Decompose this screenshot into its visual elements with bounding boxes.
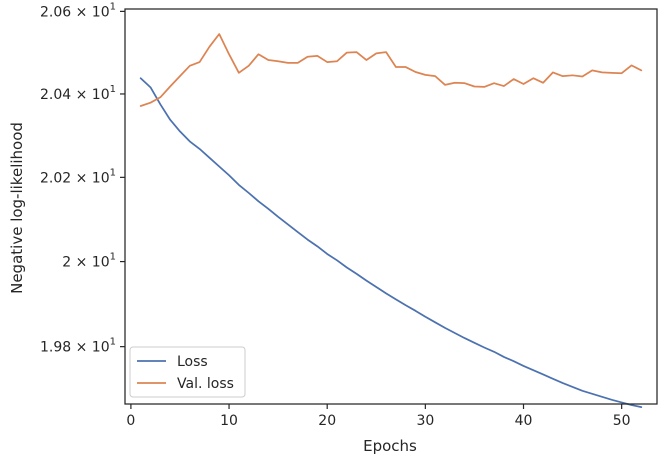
legend-label-0: Loss [177,354,208,370]
plot-area [125,9,657,404]
y-axis-label: Negative log-likelihood [8,122,26,294]
y-tick-label: 2.02 × 101 [40,167,116,186]
legend-box [129,346,246,398]
axes-frame [124,8,658,405]
x-axis-label: Epochs [363,437,417,455]
x-tick-label: 40 [515,413,533,429]
y-tick-label: 1.98 × 101 [40,337,116,356]
series-line-0 [139,77,643,409]
axes-border [124,8,658,405]
series-lines [139,33,643,409]
x-tick-label: 10 [220,413,238,429]
y-tick-label: 2 × 101 [62,252,116,271]
plot-background [125,9,657,404]
y-axis-ticks: 1.98 × 101 2 × 101 2.02 × 101 2.04 × 101 2.0… [40,1,125,356]
x-tick-label: 50 [613,413,631,429]
y-tick-label: 2.04 × 101 [40,84,116,103]
x-tick-label: 20 [318,413,336,429]
legend-label-1: Val. loss [177,376,234,392]
x-tick-label: 0 [126,413,135,429]
legend: Loss Val. loss [129,346,246,398]
series-line-1 [139,33,643,107]
y-tick-label: 2.06 × 101 [40,1,116,20]
x-axis-ticks: 0 10 20 30 40 50 [126,404,631,429]
x-tick-label: 30 [416,413,434,429]
